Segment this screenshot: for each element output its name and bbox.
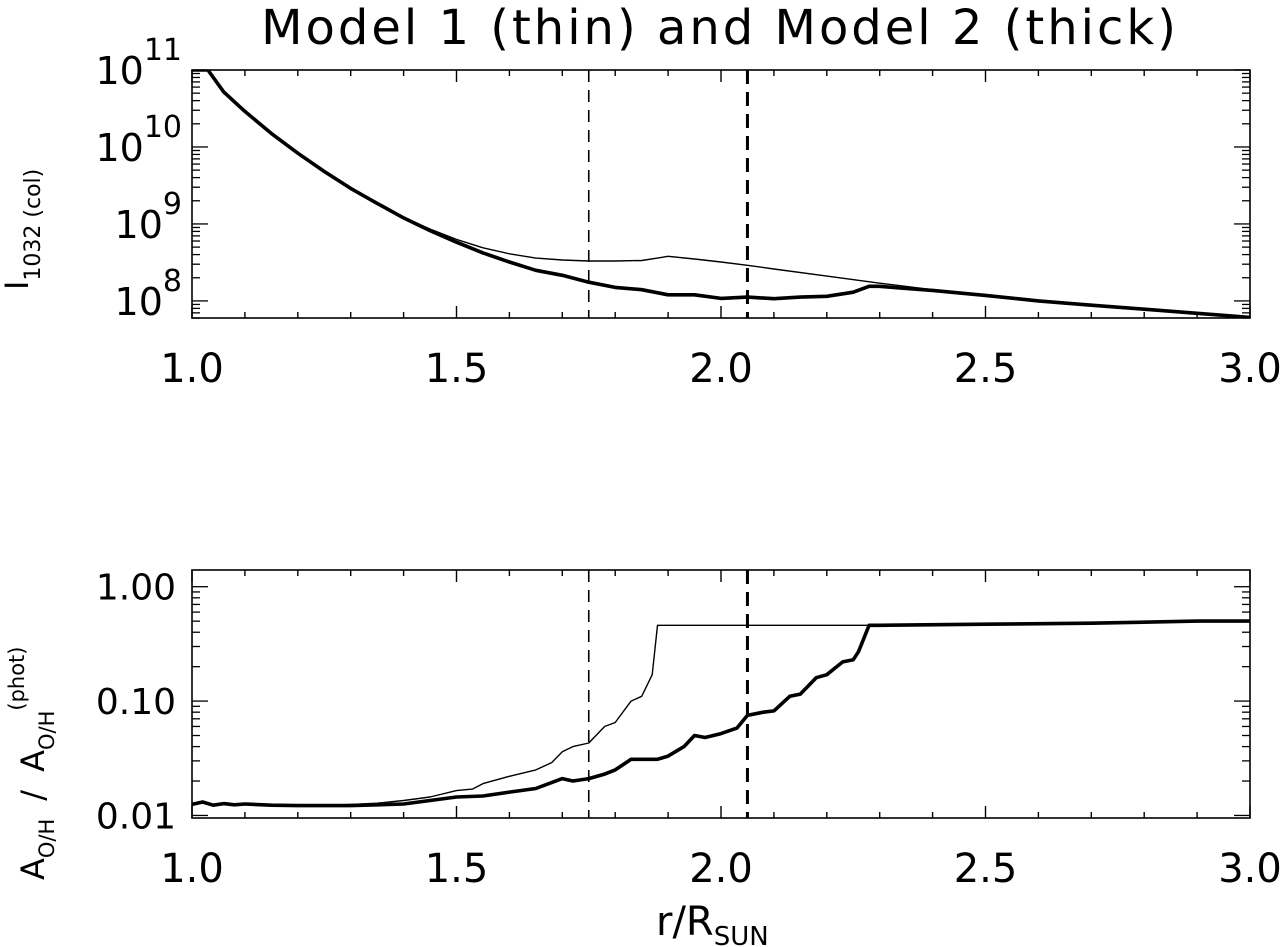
x-axis-label-main: r/R bbox=[656, 899, 714, 945]
y-tick-label: 1.00 bbox=[96, 568, 176, 609]
top-ylabel-sub: 1032 (col) bbox=[21, 169, 46, 281]
y-tick-label: 109 bbox=[115, 187, 182, 247]
x-tick-label: 3.0 bbox=[1218, 846, 1281, 892]
x-tick-label: 1.0 bbox=[160, 846, 224, 892]
x-axis-label: r/RSUN bbox=[656, 899, 769, 947]
top-ylabel-main: I bbox=[0, 281, 36, 290]
x-axis-label-sub: SUN bbox=[714, 922, 769, 947]
bottom-ylabel: AO/H/AO/H(phot) bbox=[5, 647, 59, 880]
x-tick-label: 2.5 bbox=[954, 846, 1018, 892]
x-tick-label: 1.5 bbox=[425, 346, 489, 392]
x-tick-label: 2.5 bbox=[954, 346, 1018, 392]
series-group bbox=[192, 70, 1250, 318]
x-tick-label: 1.0 bbox=[160, 346, 224, 392]
y-tick-label: 108 bbox=[115, 264, 182, 324]
x-tick-label: 2.0 bbox=[689, 846, 753, 892]
top-ylabel: I1032 (col) bbox=[0, 169, 46, 290]
series-line-thin bbox=[192, 70, 1250, 318]
bottom-ylabel-s2: O/H bbox=[35, 711, 59, 750]
plot-frame bbox=[191, 69, 1251, 319]
bottom-ylabel-a1: A bbox=[14, 858, 52, 880]
y-tick-label: 1010 bbox=[95, 110, 182, 170]
top-panel-intensity: 1.0 1.5 2.0 2.5 3.0 108 109 1010 1011 bbox=[95, 33, 1281, 392]
y-tick-label: 1011 bbox=[95, 33, 182, 93]
x-tick-label: 1.5 bbox=[425, 846, 489, 892]
bottom-ylabel-s1: O/H bbox=[35, 819, 59, 858]
chart-title: Model 1 (thin) and Model 2 (thick) bbox=[261, 0, 1179, 56]
bottom-panel-abundance: 1.0 1.5 2.0 2.5 3.0 0.01 0.10 1.00 bbox=[96, 568, 1281, 892]
x-tick-label: 2.0 bbox=[689, 346, 753, 392]
series-group bbox=[192, 619, 1250, 808]
bottom-ylabel-sup: (phot) bbox=[5, 647, 29, 711]
plot-frame bbox=[191, 569, 1251, 819]
series-line-thin bbox=[192, 620, 1250, 807]
series-line-thick bbox=[192, 619, 1250, 808]
bottom-ylabel-a2: A bbox=[14, 750, 52, 772]
y-tick-label: 0.01 bbox=[96, 796, 176, 837]
x-tick-label: 3.0 bbox=[1218, 346, 1281, 392]
bottom-ylabel-slash: / bbox=[14, 790, 52, 801]
series-line-thick bbox=[192, 70, 1250, 318]
y-tick-label: 0.10 bbox=[96, 682, 176, 723]
